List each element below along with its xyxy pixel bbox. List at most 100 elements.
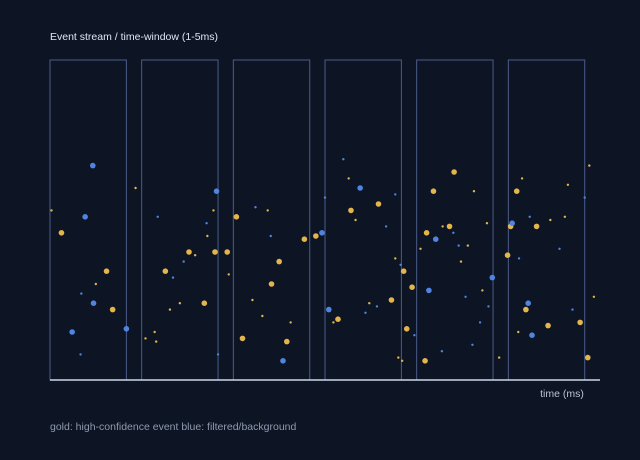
high-confidence-event-point-27 (276, 258, 282, 265)
high-confidence-event-point-29 (284, 338, 290, 345)
background-event-point-13 (216, 353, 220, 356)
high-confidence-event-point-23 (251, 298, 254, 302)
high-confidence-event-point-56 (481, 289, 484, 292)
high-confidence-event-point-46 (423, 230, 430, 236)
event-points-layer (50, 158, 596, 364)
high-confidence-event-point-4 (94, 282, 98, 286)
high-confidence-event-point-36 (354, 218, 357, 222)
high-confidence-event-point-17 (201, 300, 208, 307)
high-confidence-event-point-52 (451, 169, 457, 175)
background-event-point-14 (254, 206, 257, 209)
background-event-point-41 (525, 300, 531, 307)
background-event-point-9 (171, 276, 175, 279)
background-event-point-31 (452, 231, 455, 234)
chart-title: Event stream / time-window (1-5ms) (50, 31, 218, 43)
background-event-point-38 (509, 220, 515, 226)
high-confidence-event-point-5 (134, 186, 137, 190)
high-confidence-event-point-1 (58, 230, 65, 236)
background-event-point-37 (489, 274, 496, 281)
high-confidence-event-point-13 (186, 249, 192, 255)
high-confidence-event-point-19 (224, 249, 231, 255)
high-confidence-event-point-70 (577, 319, 583, 326)
high-confidence-event-point-48 (422, 358, 428, 364)
high-confidence-event-point-39 (388, 297, 395, 303)
high-confidence-event-point-63 (513, 188, 520, 194)
background-event-point-18 (326, 306, 332, 313)
background-event-point-29 (432, 236, 439, 242)
background-event-point-43 (558, 247, 561, 250)
background-event-point-44 (571, 308, 574, 311)
background-event-point-26 (399, 263, 402, 266)
high-confidence-event-point-20 (233, 214, 240, 220)
background-event-point-17 (319, 230, 325, 236)
high-confidence-event-point-14 (193, 254, 197, 257)
high-confidence-event-point-10 (162, 268, 169, 275)
background-event-point-20 (323, 196, 327, 199)
high-confidence-event-point-43 (394, 257, 397, 260)
high-confidence-event-point-62 (523, 306, 529, 313)
high-confidence-event-point-66 (549, 218, 552, 222)
high-confidence-event-point-18 (206, 234, 209, 238)
high-confidence-event-point-8 (153, 330, 156, 334)
high-confidence-event-point-53 (459, 260, 463, 263)
high-confidence-event-point-65 (533, 223, 540, 230)
high-confidence-event-point-44 (397, 356, 400, 359)
background-event-point-40 (528, 215, 531, 218)
background-event-point-4 (79, 353, 82, 356)
high-confidence-event-point-71 (584, 354, 591, 361)
background-event-point-23 (375, 305, 379, 308)
high-confidence-event-point-33 (335, 316, 341, 323)
high-confidence-event-point-57 (485, 222, 489, 225)
high-confidence-event-point-73 (592, 295, 596, 298)
high-confidence-event-point-37 (368, 302, 371, 305)
high-confidence-event-point-32 (332, 321, 335, 324)
high-confidence-event-point-47 (419, 247, 422, 250)
high-confidence-event-point-64 (520, 177, 524, 180)
high-confidence-event-point-72 (588, 164, 591, 167)
high-confidence-event-point-50 (441, 225, 444, 228)
high-confidence-event-point-40 (400, 359, 404, 362)
high-confidence-event-point-21 (227, 273, 230, 276)
background-event-point-6 (80, 292, 83, 295)
background-event-point-7 (123, 326, 130, 332)
high-confidence-event-point-55 (472, 190, 476, 193)
background-event-point-35 (478, 321, 482, 324)
background-event-point-2 (82, 214, 88, 220)
background-event-point-22 (364, 311, 367, 314)
high-confidence-event-point-42 (400, 268, 407, 275)
background-event-point-42 (529, 332, 535, 339)
high-confidence-event-point-68 (563, 215, 567, 218)
x-axis-label: time (ms) (540, 388, 584, 400)
background-event-point-45 (583, 196, 586, 199)
high-confidence-event-point-49 (430, 188, 437, 194)
high-confidence-event-point-26 (268, 281, 275, 287)
high-confidence-event-point-67 (545, 322, 551, 329)
background-event-point-10 (182, 260, 185, 263)
high-confidence-event-point-12 (178, 302, 182, 305)
high-confidence-event-point-38 (375, 201, 382, 207)
background-event-point-33 (464, 295, 467, 298)
high-confidence-event-point-7 (144, 337, 147, 340)
high-confidence-event-point-41 (403, 326, 410, 332)
background-event-point-34 (471, 343, 474, 346)
background-event-point-21 (357, 185, 363, 191)
high-confidence-event-point-30 (301, 236, 308, 242)
background-event-point-8 (156, 215, 159, 218)
high-confidence-event-point-11 (168, 308, 172, 311)
high-confidence-event-point-25 (266, 209, 269, 212)
background-event-point-32 (457, 244, 460, 247)
background-event-point-25 (384, 225, 388, 228)
background-event-point-12 (205, 222, 208, 225)
background-event-point-16 (280, 358, 286, 364)
background-event-point-28 (426, 287, 432, 294)
background-event-point-15 (269, 234, 272, 238)
chart-caption: gold: high-confidence event blue: filter… (50, 421, 296, 433)
high-confidence-event-point-54 (466, 244, 470, 247)
high-confidence-event-point-35 (347, 177, 350, 180)
background-event-point-27 (413, 334, 416, 337)
background-event-point-5 (90, 300, 97, 307)
high-confidence-event-point-45 (409, 284, 415, 291)
